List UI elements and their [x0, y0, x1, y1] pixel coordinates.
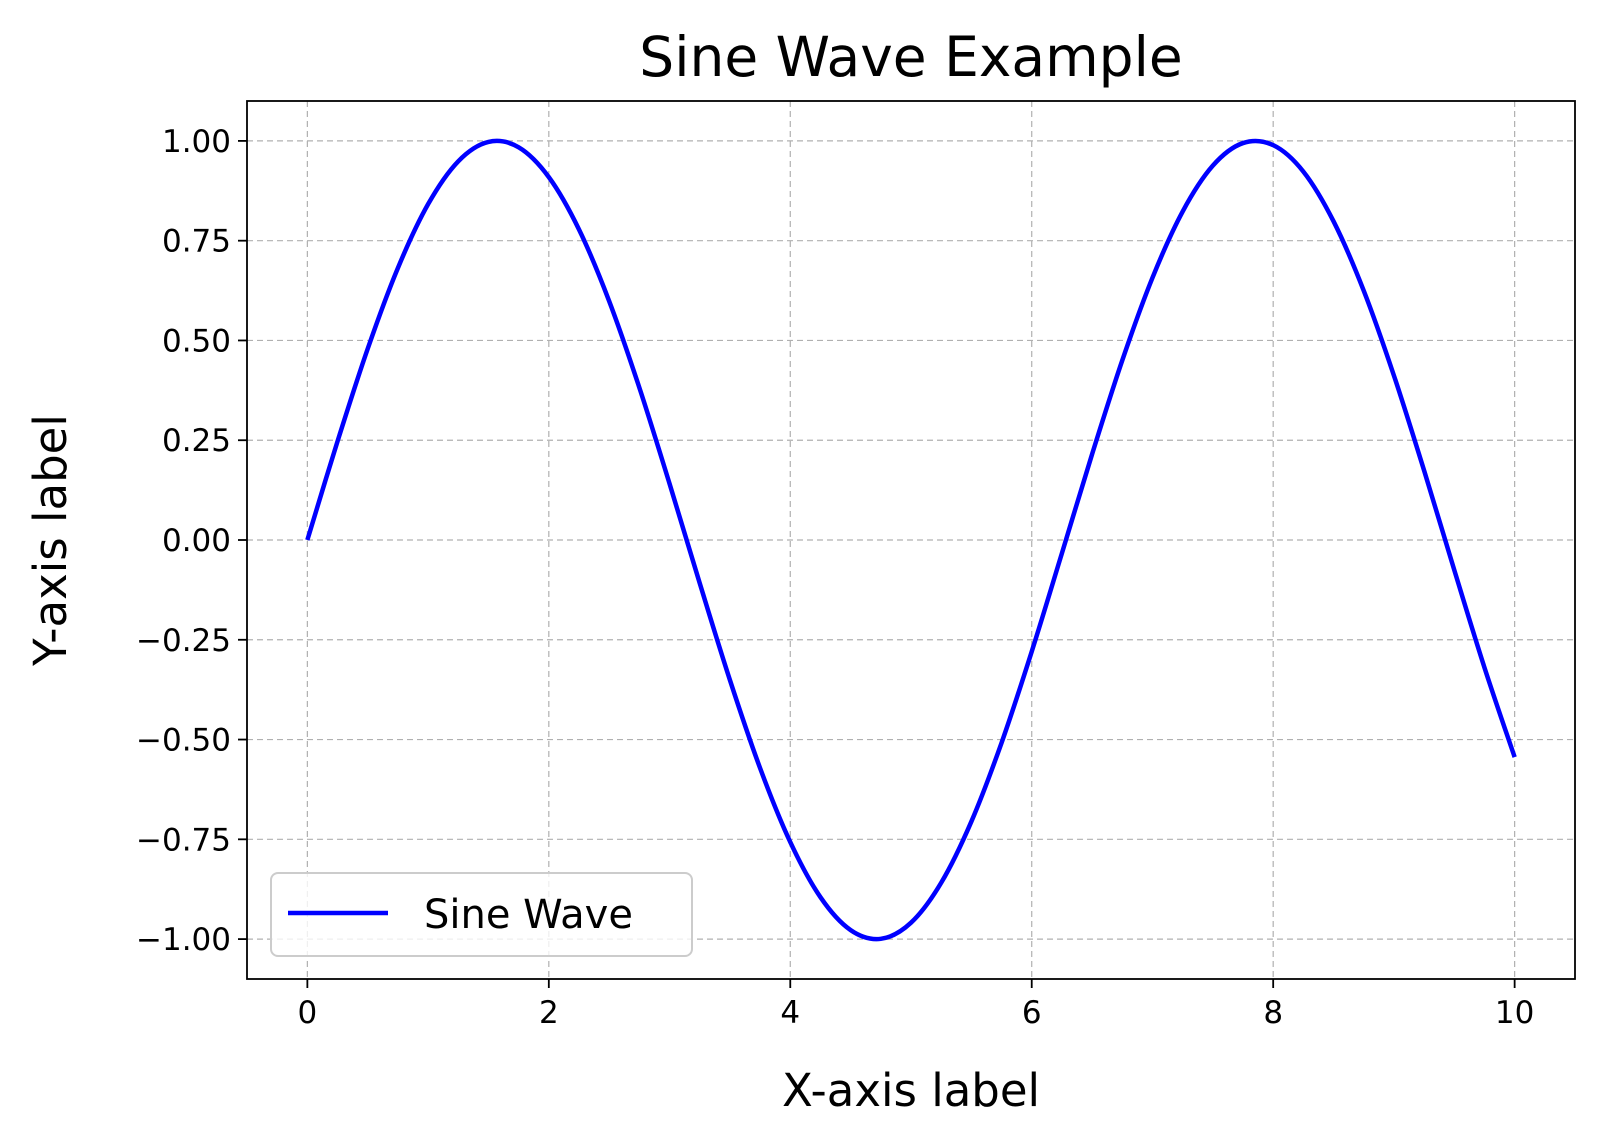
- ticks: 0 2 4 6 8 10 1.00 0.75 0.50 0.25 0.00 −0.25 −0.50 −0.…: [136, 124, 1534, 1031]
- x-tick-label: 10: [1495, 995, 1534, 1031]
- y-axis-label: Y-axis label: [24, 414, 77, 667]
- y-tick-label: 0.50: [162, 323, 231, 359]
- y-tick-label: −1.00: [136, 922, 231, 958]
- series-layer: [305, 138, 1517, 942]
- x-tick-label: 8: [1263, 995, 1283, 1031]
- x-tick-label: 6: [1022, 995, 1042, 1031]
- legend-box: [270, 872, 693, 957]
- y-tick-label: −0.25: [136, 623, 231, 659]
- chart-title: Sine Wave Example: [639, 25, 1182, 89]
- series-line-sine-wave: [305, 138, 1517, 942]
- legend: Sine Wave: [270, 872, 693, 957]
- y-tick-label: 0.25: [162, 423, 231, 459]
- legend-label-sine-wave: Sine Wave: [424, 892, 633, 938]
- y-tick-label: 1.00: [162, 124, 231, 160]
- x-axis-label: X-axis label: [782, 1064, 1040, 1117]
- x-tick-label: 4: [780, 995, 800, 1031]
- y-tick-label: 0.00: [162, 523, 231, 559]
- y-tick-label: 0.75: [162, 224, 231, 260]
- y-tick-label: −0.75: [136, 822, 231, 858]
- x-tick-label: 2: [539, 995, 559, 1031]
- y-tick-label: −0.50: [136, 723, 231, 759]
- x-tick-label: 0: [297, 995, 317, 1031]
